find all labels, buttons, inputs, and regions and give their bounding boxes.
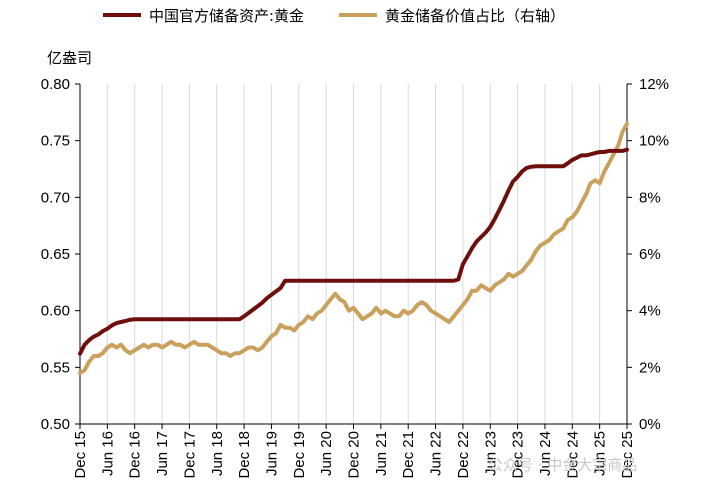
x-tick-label: Dec 23 — [510, 431, 527, 479]
x-tick-label: Jun 17 — [154, 431, 171, 476]
left-tick-label: 0.50 — [41, 416, 70, 433]
right-tick-label: 12% — [639, 76, 669, 93]
x-tick-label: Dec 17 — [181, 431, 198, 479]
x-tick-label: Dec 15 — [72, 431, 89, 479]
right-tick-label: 4% — [639, 303, 661, 320]
x-tick-label: Jun 20 — [318, 431, 335, 476]
right-tick-label: 10% — [639, 133, 669, 150]
right-tick-label: 0% — [639, 416, 661, 433]
x-tick-label: Jun 25 — [592, 431, 609, 476]
legend: 中国官方储备资产:黄金 黄金储备价值占比（右轴） — [103, 7, 565, 25]
right-tick-label: 6% — [639, 246, 661, 263]
x-tick-label: Dec 24 — [564, 431, 581, 479]
x-tick-label: Dec 16 — [127, 431, 144, 479]
right-tick-label: 8% — [639, 189, 661, 206]
watermark-text: 公众号 · 中金大宗商品 — [488, 456, 637, 474]
x-tick-label: Dec 21 — [400, 431, 417, 479]
x-tick-label: Jun 18 — [209, 431, 226, 476]
grid — [106, 84, 601, 424]
series-line-gold-reserves — [78, 147, 629, 356]
legend-label-gold-share: 黄金储备价值占比（右轴） — [385, 7, 565, 25]
x-tick-label: Jun 19 — [263, 431, 280, 476]
left-axis-unit: 亿盎司 — [47, 49, 92, 67]
left-tick-label: 0.65 — [41, 246, 70, 263]
x-tick-label: Jun 16 — [99, 431, 116, 476]
x-tick-label: Dec 22 — [455, 431, 472, 479]
x-tick-label: Jun 23 — [482, 431, 499, 476]
right-tick-label: 2% — [639, 359, 661, 376]
x-tick-label: Dec 20 — [346, 431, 363, 479]
series-line-gold-share — [78, 121, 629, 375]
axes: Dec 15 Jun 16 Dec 16 Jun 17 Dec 17 Jun 18 Dec … — [41, 76, 669, 479]
left-tick-label: 0.80 — [41, 76, 70, 93]
x-tick-label: Jun 24 — [537, 431, 554, 476]
x-tick-label: Dec 25 — [619, 431, 636, 479]
x-tick-label: Dec 18 — [236, 431, 253, 479]
legend-label-gold-reserves: 中国官方储备资产:黄金 — [149, 7, 304, 25]
x-tick-label: Dec 19 — [291, 431, 308, 479]
left-tick-label: 0.75 — [41, 133, 70, 150]
series — [78, 121, 629, 375]
left-tick-label: 0.60 — [41, 303, 70, 320]
left-tick-label: 0.70 — [41, 189, 70, 206]
x-tick-label: Jun 21 — [373, 431, 390, 476]
left-tick-label: 0.55 — [41, 359, 70, 376]
x-tick-label: Jun 22 — [428, 431, 445, 476]
